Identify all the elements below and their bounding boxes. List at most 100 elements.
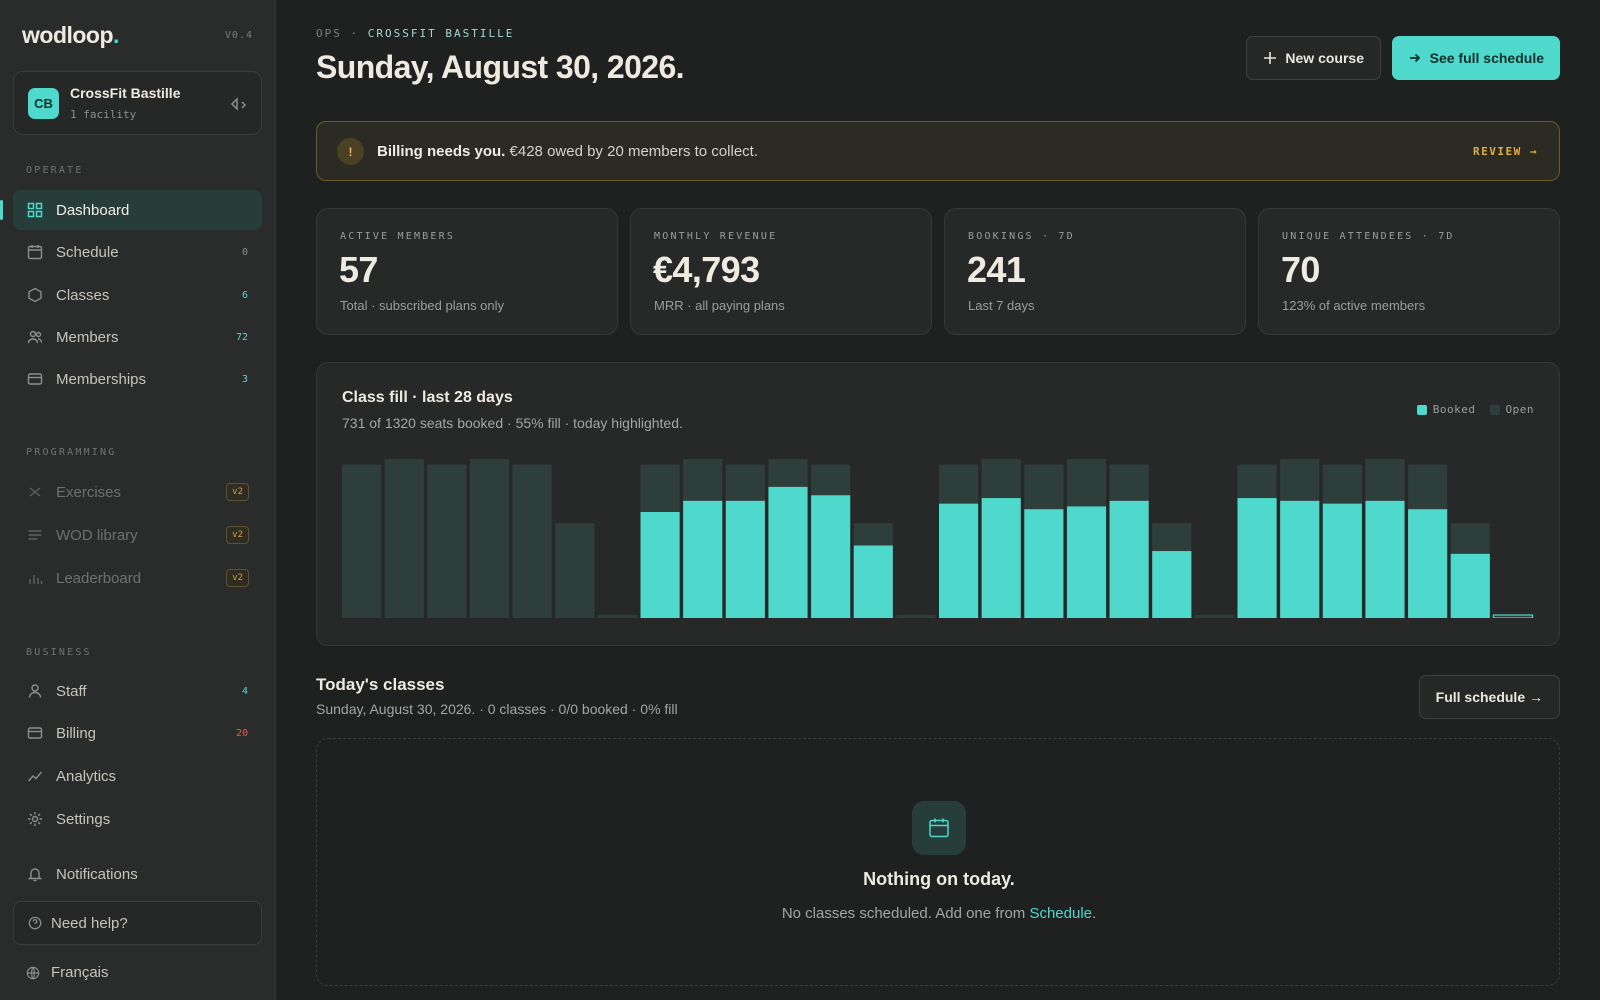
bar-open-5	[555, 523, 595, 618]
bell-icon	[27, 868, 43, 882]
kpi-card-bookings: BOOKINGS · 7D 241 Last 7 days	[944, 208, 1246, 335]
kpi-sub: Last 7 days	[968, 298, 1035, 313]
sidebar-item-leaderboard[interactable]: Leaderboard v2	[13, 558, 262, 598]
main-content: OPS · CROSSFIT BASTILLE Sunday, August 3…	[316, 0, 1560, 1000]
language-switcher[interactable]: Français	[26, 964, 109, 981]
sidebar-item-analytics[interactable]: Analytics	[13, 756, 262, 796]
sidebar-item-label: Notifications	[56, 865, 138, 883]
new-course-button[interactable]: New course	[1246, 36, 1381, 80]
version-label: V0.4	[224, 30, 253, 41]
org-switcher[interactable]: CB CrossFit Bastille 1 facility	[13, 71, 262, 135]
staff-count: 4	[241, 685, 248, 697]
see-full-schedule-button[interactable]: See full schedule	[1391, 36, 1560, 80]
bar-open-20	[1194, 615, 1234, 618]
version-tag: v2	[226, 569, 249, 587]
kpi-label: MONTHLY REVENUE	[654, 231, 778, 242]
sidebar-item-label: Classes	[56, 286, 110, 304]
dumbbell-icon	[29, 487, 41, 497]
sidebar-item-wod-library[interactable]: WOD library v2	[13, 515, 262, 555]
bar-open-3	[469, 459, 510, 618]
bar-booked-11	[811, 495, 851, 618]
calendar-icon	[27, 245, 43, 260]
billing-icon	[27, 727, 43, 739]
todays-classes-title: Today's classes	[316, 675, 445, 694]
hexagon-icon	[28, 287, 42, 303]
class-fill-chart	[342, 459, 1534, 618]
empty-state: Nothing on today. No classes scheduled. …	[316, 738, 1560, 986]
bar-booked-14	[939, 503, 979, 618]
sidebar-item-schedule[interactable]: Schedule 0	[13, 232, 262, 272]
page-title: Sunday, August 30, 2026.	[316, 49, 685, 85]
kpi-value: 241	[967, 249, 1026, 290]
gear-icon	[28, 812, 42, 826]
section-business: BUSINESS	[26, 647, 92, 658]
full-schedule-button[interactable]: Full schedule →	[1418, 675, 1560, 719]
chart-title: Class fill · last 28 days	[342, 389, 513, 406]
schedule-link[interactable]: Schedule	[1029, 905, 1093, 922]
sidebar-item-label: Dashboard	[56, 201, 130, 219]
billing-count: 20	[235, 727, 248, 739]
kpi-sub: Total · subscribed plans only	[340, 298, 505, 313]
sidebar-item-label: Schedule	[56, 243, 119, 261]
section-programming: PROGRAMMING	[26, 447, 117, 458]
bar-open-6	[597, 615, 637, 618]
kpi-label: ACTIVE MEMBERS	[340, 231, 456, 242]
org-facility-count: 1 facility	[70, 108, 137, 121]
kpi-value: 57	[339, 249, 378, 290]
empty-title: Nothing on today.	[863, 869, 1015, 889]
collapse-icon[interactable]	[229, 94, 249, 114]
org-avatar: CB	[28, 88, 59, 119]
kpi-card-unique-attendees: UNIQUE ATTENDEES · 7D 70 123% of active …	[1258, 208, 1560, 335]
dashboard-icon	[27, 202, 43, 218]
bar-open-27	[1493, 615, 1533, 618]
bar-open-0	[342, 464, 382, 618]
sidebar-item-label: Billing	[56, 724, 97, 742]
legend-open: Open	[1489, 403, 1535, 416]
version-tag: v2	[226, 483, 249, 501]
sidebar-item-dashboard[interactable]: Dashboard	[0, 190, 262, 230]
bar-booked-9	[725, 500, 765, 618]
bar-open-4	[512, 464, 552, 618]
bar-booked-18	[1109, 500, 1149, 618]
bar-booked-17	[1066, 506, 1107, 618]
bar-booked-22	[1280, 500, 1320, 618]
breadcrumb: OPS · CROSSFIT BASTILLE	[316, 27, 515, 40]
sidebar-item-members[interactable]: Members 72	[13, 317, 262, 357]
sidebar-item-label: Memberships	[56, 370, 147, 388]
card-icon	[27, 373, 43, 385]
sidebar-item-label: Staff	[56, 682, 87, 700]
sidebar-item-notifications[interactable]: Notifications	[13, 854, 262, 894]
bar-open-1	[384, 459, 424, 618]
sidebar-item-billing[interactable]: Billing 20	[13, 713, 262, 753]
arrow-right-icon	[1409, 53, 1420, 63]
bar-booked-12	[853, 545, 893, 618]
todays-classes-summary: Sunday, August 30, 2026. · 0 classes · 0…	[316, 701, 678, 717]
bar-booked-23	[1322, 503, 1362, 618]
bar-booked-26	[1450, 553, 1490, 618]
billing-alert: ! Billing needs you. €428 owed by 20 mem…	[316, 121, 1560, 181]
review-link[interactable]: REVIEW →	[1473, 145, 1538, 158]
sidebar-item-staff[interactable]: Staff 4	[13, 671, 262, 711]
bar-booked-10	[768, 486, 808, 618]
kpi-card-monthly-revenue: MONTHLY REVENUE €4,793 MRR · all paying …	[630, 208, 932, 335]
members-count: 72	[235, 331, 248, 343]
brand-logo[interactable]: wodloop.	[22, 22, 119, 48]
bar-open-2	[427, 464, 467, 618]
bar-chart-icon	[29, 575, 43, 584]
sidebar-item-memberships[interactable]: Memberships 3	[13, 359, 262, 399]
kpi-card-active-members: ACTIVE MEMBERS 57 Total · subscribed pla…	[316, 208, 618, 335]
chart-legend: Booked Open	[1403, 403, 1534, 416]
help-button[interactable]: Need help?	[13, 901, 262, 945]
bar-booked-25	[1408, 509, 1448, 618]
bar-open-13	[896, 615, 936, 618]
org-name: CrossFit Bastille	[70, 85, 181, 101]
sidebar-item-label: Leaderboard	[56, 569, 142, 587]
users-icon	[27, 330, 43, 344]
sidebar-item-classes[interactable]: Classes 6	[13, 275, 262, 315]
list-icon	[28, 530, 42, 540]
sidebar-item-label: Settings	[56, 810, 111, 828]
bar-booked-16	[1024, 509, 1064, 618]
sidebar-item-settings[interactable]: Settings	[13, 799, 262, 839]
sidebar-item-exercises[interactable]: Exercises v2	[13, 472, 262, 512]
classes-count: 6	[241, 289, 248, 301]
